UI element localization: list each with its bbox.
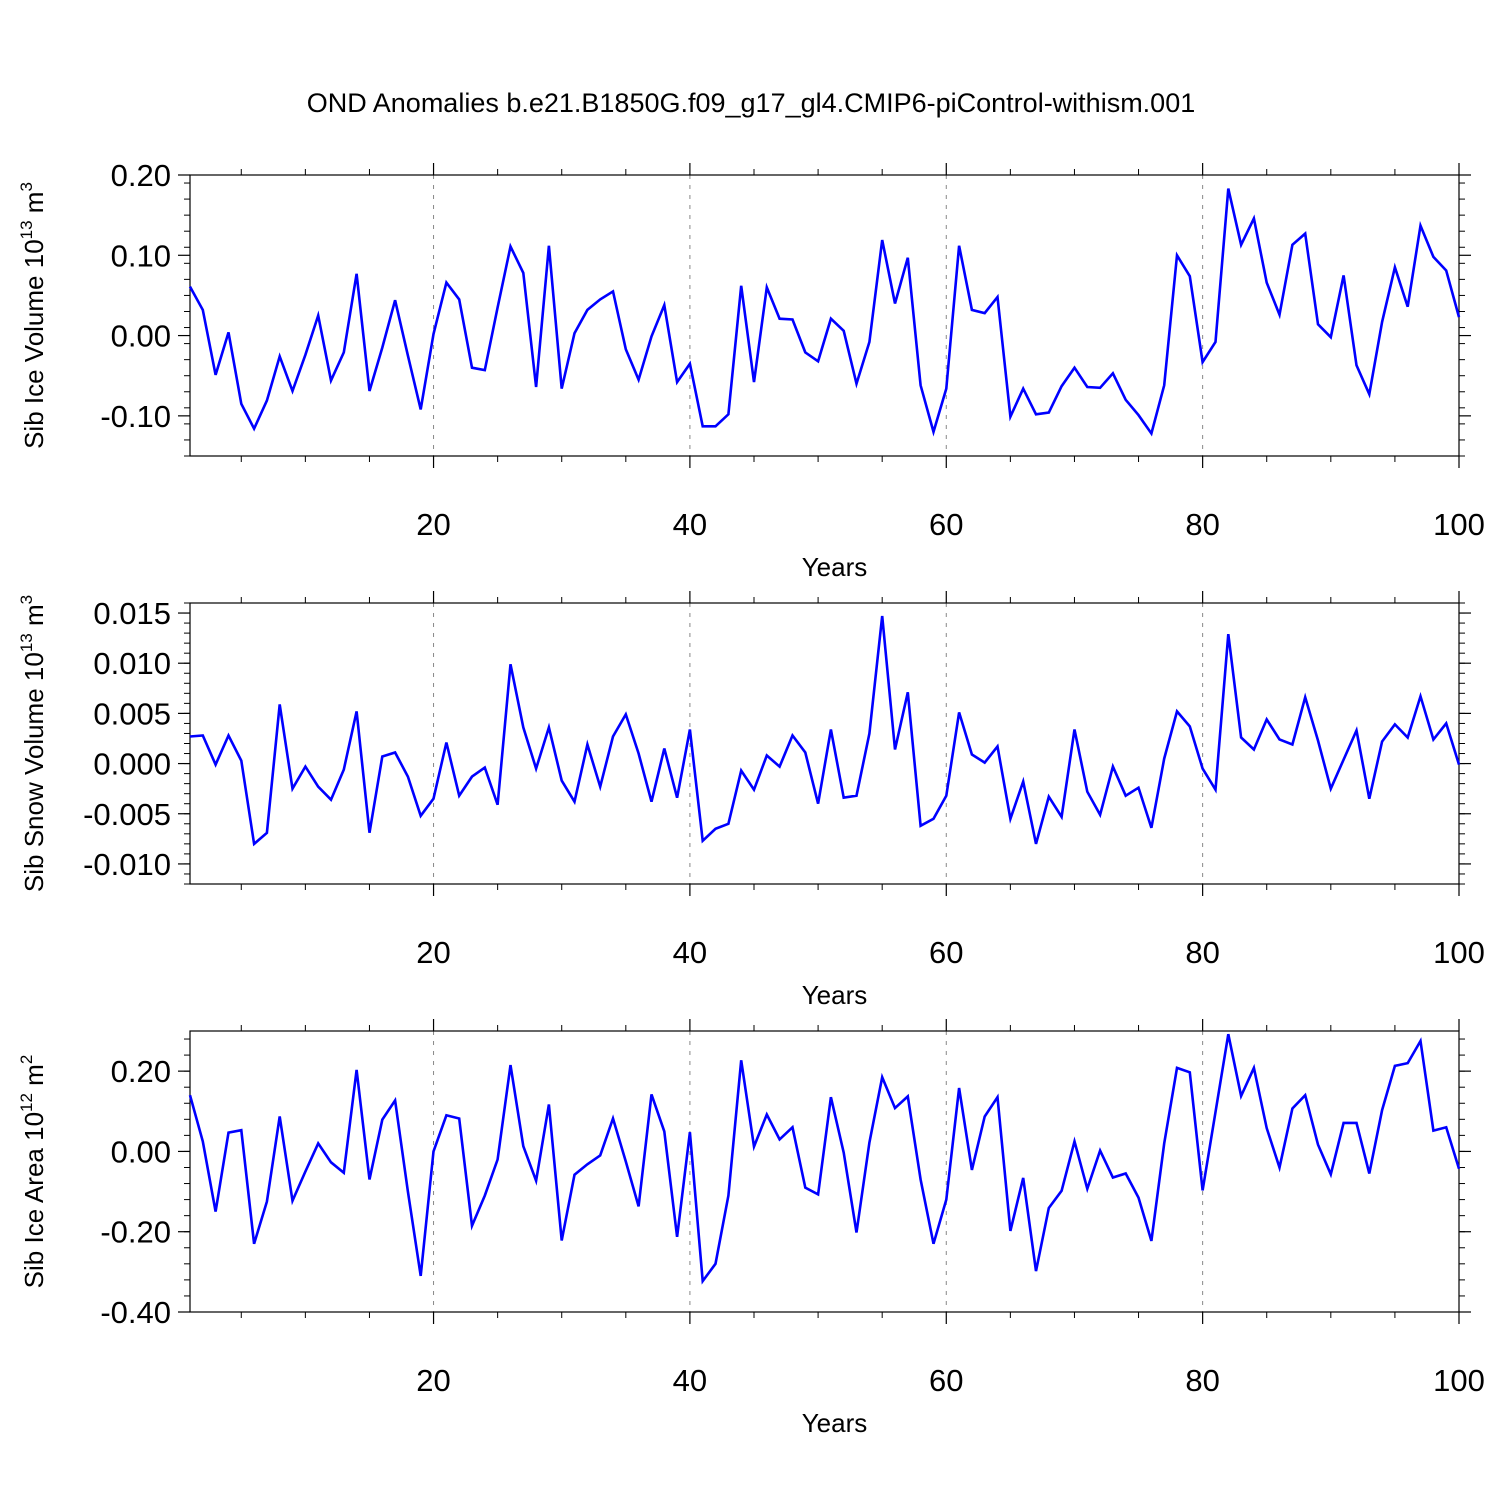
y-tick-label: 0.10 — [111, 238, 171, 273]
plot-frame — [189, 1030, 1460, 1313]
y-axis-label-part: 3 — [17, 182, 36, 191]
x-axis-label: Years — [802, 552, 868, 582]
x-tick-label: 80 — [1185, 1363, 1219, 1398]
y-tick-label: 0.20 — [111, 158, 171, 193]
y-tick-label: 0.000 — [93, 747, 171, 782]
x-tick-label: 40 — [673, 507, 707, 542]
x-axis-label: Years — [802, 980, 868, 1010]
x-axis-label: Years — [802, 1408, 868, 1438]
panels: 20 40 60 80 100 -0.10 0.00 0.10 0.20 Years Sib Ice… — [17, 158, 1485, 1438]
y-axis-label-part: 3 — [17, 595, 36, 604]
x-tick-label: 20 — [416, 507, 450, 542]
y-axis-label-part: 13 — [17, 633, 36, 652]
x-tick-label: 20 — [416, 935, 450, 970]
y-axis-label-part: Sib Ice Volume 10 — [19, 239, 49, 449]
y-tick-label: -0.40 — [100, 1295, 171, 1330]
y-axis-label-part: 12 — [17, 1093, 36, 1112]
x-tick-label: 60 — [929, 507, 963, 542]
y-axis-label-part: m — [19, 192, 49, 221]
y-tick-label: 0.015 — [93, 596, 171, 631]
x-tick-label: 100 — [1433, 935, 1485, 970]
y-axis-label-part: Sib Snow Volume 10 — [19, 652, 49, 892]
y-axis-label-part: m — [19, 1064, 49, 1093]
x-tick-label: 100 — [1433, 507, 1485, 542]
series-line — [188, 188, 1461, 437]
y-tick-label: -0.20 — [100, 1215, 171, 1250]
figure-title: OND Anomalies b.e21.B1850G.f09_g17_gl4.C… — [307, 88, 1195, 118]
x-tick-label: 100 — [1433, 1363, 1485, 1398]
y-axis-label-part: 13 — [17, 220, 36, 239]
x-tick-label: 20 — [416, 1363, 450, 1398]
y-tick-label: 0.00 — [111, 319, 171, 354]
y-axis-label-part: Sib Ice Area 10 — [19, 1112, 49, 1288]
panel-3: 20 40 60 80 100 -0.40 -0.20 0.00 0.20 Years Sib Ic… — [17, 1019, 1485, 1438]
y-tick-label: 0.00 — [111, 1134, 171, 1169]
x-tick-label: 80 — [1185, 935, 1219, 970]
y-tick-label: -0.10 — [100, 399, 171, 434]
y-axis-label-part: m — [19, 604, 49, 633]
y-axis-label: Sib Ice Volume 1013 m3 — [17, 182, 49, 449]
x-tick-label: 60 — [929, 1363, 963, 1398]
x-tick-label: 80 — [1185, 507, 1219, 542]
y-tick-label: 0.20 — [111, 1054, 171, 1089]
series-line — [188, 1033, 1461, 1285]
panel-1: 20 40 60 80 100 -0.10 0.00 0.10 0.20 Years Sib Ice… — [17, 158, 1485, 582]
y-tick-label: 0.005 — [93, 696, 171, 731]
y-axis-label-part: 2 — [17, 1055, 36, 1064]
panel-2: 20 40 60 80 100 -0.010 -0.005 0.000 0.005 0.010 0.… — [17, 591, 1485, 1010]
series-line — [189, 615, 1461, 847]
y-axis-label: Sib Snow Volume 1013 m3 — [17, 595, 49, 892]
y-axis-label: Sib Ice Area 1012 m2 — [17, 1055, 49, 1289]
y-tick-label: -0.005 — [83, 797, 171, 832]
x-tick-label: 60 — [929, 935, 963, 970]
y-tick-label: -0.010 — [83, 847, 171, 882]
y-tick-label: 0.010 — [93, 646, 171, 681]
x-tick-label: 40 — [673, 1363, 707, 1398]
x-tick-label: 40 — [673, 935, 707, 970]
plot-frame — [189, 174, 1460, 457]
plot-frame — [189, 602, 1460, 885]
